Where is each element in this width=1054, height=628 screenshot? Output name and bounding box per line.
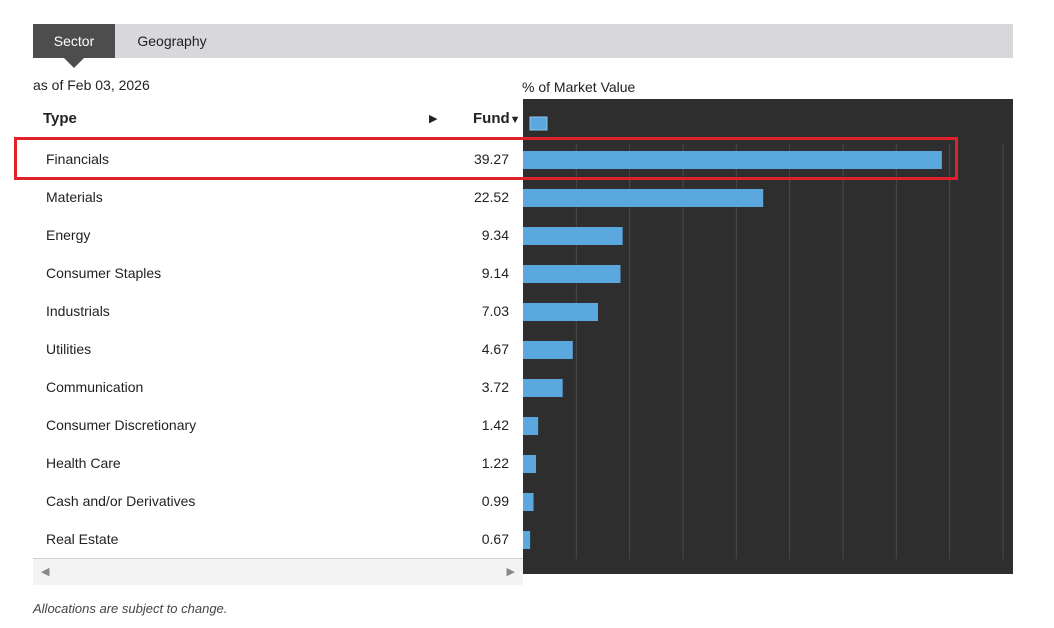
tab-sector[interactable]: Sector xyxy=(33,24,115,68)
bar-industrials[interactable] xyxy=(523,303,598,321)
table-row: Consumer Discretionary 1.42 xyxy=(33,405,523,444)
legend-swatch xyxy=(529,116,548,131)
bar-health-care[interactable] xyxy=(523,455,537,473)
table-row: Materials 22.52 xyxy=(33,177,523,216)
fund-value: 22.52 xyxy=(473,189,509,205)
footnote: Allocations are subject to change. xyxy=(33,601,228,616)
bar-real-estate[interactable] xyxy=(523,531,531,549)
sector-name: Consumer Discretionary xyxy=(46,417,197,433)
bar-materials[interactable] xyxy=(523,189,764,207)
type-column-header[interactable]: Type xyxy=(43,110,77,127)
fund-value: 1.42 xyxy=(481,417,509,433)
sector-name: Consumer Staples xyxy=(46,265,162,281)
fund-value: 4.67 xyxy=(481,341,509,357)
bar-energy[interactable] xyxy=(523,227,623,245)
table-row: Consumer Staples 9.14 xyxy=(33,253,523,292)
fund-value: 0.99 xyxy=(481,493,509,509)
expand-arrow-icon[interactable]: ▶ xyxy=(429,113,438,125)
sector-name: Health Care xyxy=(46,455,121,471)
scroll-right-icon[interactable]: ▶ xyxy=(506,566,515,578)
table-row: Real Estate 0.67 xyxy=(33,519,523,558)
table-row: Financials 39.27 xyxy=(33,139,523,178)
bar-utilities[interactable] xyxy=(523,341,573,359)
sort-desc-icon[interactable]: ▼ xyxy=(509,114,521,126)
fund-value: 3.72 xyxy=(481,379,509,395)
fund-value: 9.14 xyxy=(481,265,509,281)
fund-value: 7.03 xyxy=(481,303,509,319)
fund-value: 0.67 xyxy=(481,531,509,547)
fund-value: 1.22 xyxy=(481,455,509,471)
sector-name: Financials xyxy=(46,151,110,167)
tab-geography[interactable]: Geography xyxy=(137,33,207,49)
table-row: Industrials 7.03 xyxy=(33,291,523,330)
sector-name: Cash and/or Derivatives xyxy=(46,493,196,509)
scroll-left-icon[interactable]: ◀ xyxy=(41,566,50,578)
tab-bar: Sector Geography xyxy=(33,24,1013,68)
table-row: Utilities 4.67 xyxy=(33,329,523,368)
table-row: Communication 3.72 xyxy=(33,367,523,406)
fund-value: 9.34 xyxy=(481,227,509,243)
sector-name: Materials xyxy=(46,189,103,205)
bar-cash-and-or-derivatives[interactable] xyxy=(523,493,534,511)
sector-bar-chart xyxy=(523,99,1013,574)
sector-name: Energy xyxy=(46,227,91,243)
sector-name: Communication xyxy=(46,379,144,395)
fund-value: 39.27 xyxy=(473,151,509,167)
table-row: Health Care 1.22 xyxy=(33,443,523,482)
horizontal-scrollbar[interactable]: ◀ ▶ xyxy=(33,558,523,585)
table-row: Cash and/or Derivatives 0.99 xyxy=(33,481,523,520)
sector-name: Utilities xyxy=(46,341,92,357)
bar-consumer-discretionary[interactable] xyxy=(523,417,539,435)
bar-consumer-staples[interactable] xyxy=(523,265,621,283)
bar-communication[interactable] xyxy=(523,379,563,397)
chart-label: % of Market Value xyxy=(522,79,636,95)
chart-svg xyxy=(523,116,1004,559)
as-of-date: as of Feb 03, 2026 xyxy=(33,77,150,93)
table-row: Energy 9.34 xyxy=(33,215,523,254)
fund-header-label: Fund xyxy=(473,110,510,127)
bar-financials[interactable] xyxy=(523,151,942,169)
fund-column-header[interactable]: Fund▼ xyxy=(473,110,521,127)
sector-name: Industrials xyxy=(46,303,110,319)
sector-name: Real Estate xyxy=(46,531,119,547)
table-header: Type ▶ Fund▼ xyxy=(33,100,523,138)
